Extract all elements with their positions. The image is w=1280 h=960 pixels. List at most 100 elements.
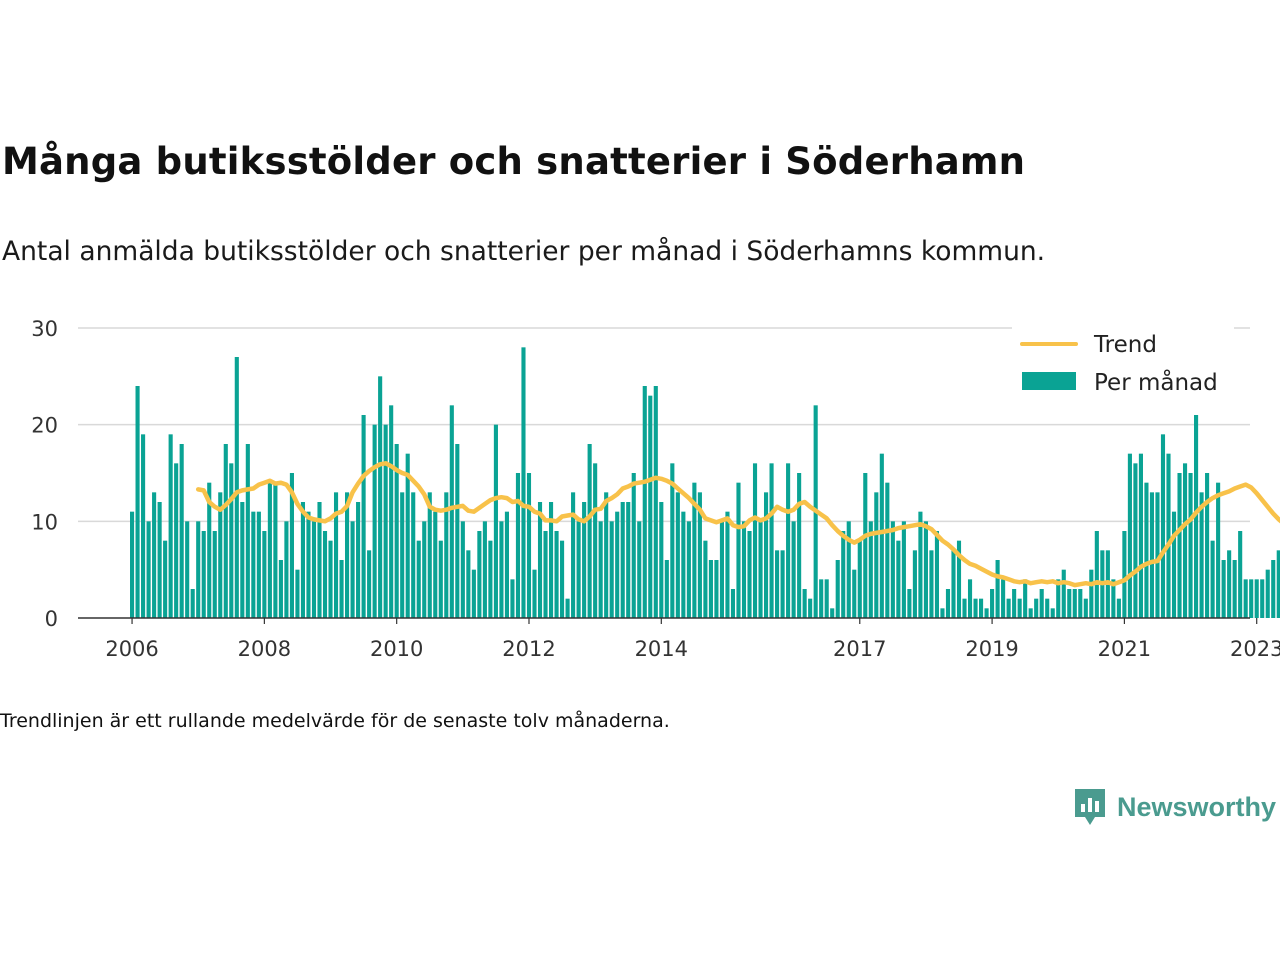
bar	[747, 531, 752, 618]
bar	[896, 540, 901, 618]
bar	[791, 521, 796, 618]
bar	[637, 521, 642, 618]
bar	[510, 579, 515, 618]
bar	[648, 395, 653, 618]
bar	[808, 598, 813, 618]
bar	[1061, 569, 1066, 618]
bar	[857, 540, 862, 618]
bar	[394, 444, 399, 618]
bar	[1039, 589, 1044, 618]
bar	[1001, 579, 1006, 618]
bar	[532, 569, 537, 618]
bar	[267, 482, 272, 618]
bar	[686, 521, 691, 618]
bar	[940, 608, 945, 618]
bar	[653, 386, 658, 618]
bar	[1265, 569, 1270, 618]
bar	[218, 492, 223, 618]
bar	[1216, 482, 1221, 618]
bar	[367, 550, 372, 618]
bar	[852, 569, 857, 618]
chart-footnote: Trendlinjen är ett rullande medelvärde f…	[0, 710, 670, 732]
bar	[763, 492, 769, 618]
bar	[758, 521, 763, 618]
bar	[1232, 560, 1237, 618]
bar	[697, 492, 702, 618]
bar	[1171, 511, 1177, 618]
bar	[1166, 453, 1171, 618]
bar	[328, 540, 333, 618]
bar	[482, 521, 487, 618]
bar	[582, 502, 587, 618]
bar	[521, 347, 526, 618]
bar	[411, 492, 416, 618]
bar	[956, 540, 962, 618]
y-tick-label: 30	[31, 317, 58, 341]
bar	[1023, 579, 1028, 618]
y-tick-label: 0	[45, 607, 58, 631]
bar	[356, 502, 361, 618]
x-tick-label: 2021	[1098, 637, 1151, 661]
bar	[1138, 453, 1143, 618]
bar	[300, 502, 306, 618]
bar	[515, 473, 521, 618]
bar	[1012, 589, 1017, 618]
bar	[918, 511, 923, 618]
bar	[196, 521, 201, 618]
bar	[389, 405, 394, 618]
bar	[642, 386, 647, 618]
bar	[1276, 550, 1280, 618]
bar	[879, 453, 884, 618]
bar	[868, 521, 873, 618]
bar	[664, 560, 669, 618]
bar	[1006, 598, 1011, 618]
bar	[670, 463, 675, 618]
bar	[416, 540, 421, 618]
bar	[146, 521, 151, 618]
x-tick-label: 2008	[238, 637, 291, 661]
bar	[345, 492, 350, 618]
bar	[1249, 579, 1254, 618]
bar	[240, 502, 245, 618]
y-tick-label: 10	[31, 510, 58, 534]
bar	[1205, 473, 1210, 618]
bar	[1045, 598, 1050, 618]
bar	[455, 444, 460, 618]
chart-svg: 0 10 20 30 2006 2008 2010 2012 2014 2017 2019 2021…	[31, 317, 1280, 661]
legend: Trend Per månad	[1012, 326, 1234, 404]
bar	[1155, 492, 1160, 618]
bar	[1094, 531, 1099, 618]
bar	[163, 540, 168, 618]
legend-trend-label: Trend	[1093, 332, 1157, 358]
bar	[681, 511, 686, 618]
bar	[135, 386, 140, 618]
bar	[284, 521, 289, 618]
bar	[295, 569, 300, 618]
bar	[477, 531, 482, 618]
bar	[835, 560, 840, 618]
bar	[1144, 482, 1149, 618]
bar	[548, 502, 554, 618]
bar	[841, 531, 846, 618]
bar	[168, 434, 173, 618]
bar	[951, 550, 956, 618]
bar	[554, 531, 559, 618]
bar	[874, 492, 879, 618]
bar	[1221, 560, 1226, 618]
bar	[962, 598, 967, 618]
y-tick-label: 20	[31, 414, 58, 438]
bar	[631, 473, 636, 618]
bar	[350, 521, 355, 618]
bar	[830, 608, 835, 618]
bar	[1089, 569, 1094, 618]
bar	[1083, 598, 1088, 618]
logo-text: Newsworthy	[1117, 791, 1277, 822]
bar	[1116, 598, 1121, 618]
bar	[466, 550, 471, 618]
bar	[372, 424, 377, 618]
bar	[1227, 550, 1232, 618]
bar	[604, 492, 609, 618]
bar	[912, 550, 917, 618]
bar	[692, 482, 697, 618]
bar	[499, 521, 504, 618]
